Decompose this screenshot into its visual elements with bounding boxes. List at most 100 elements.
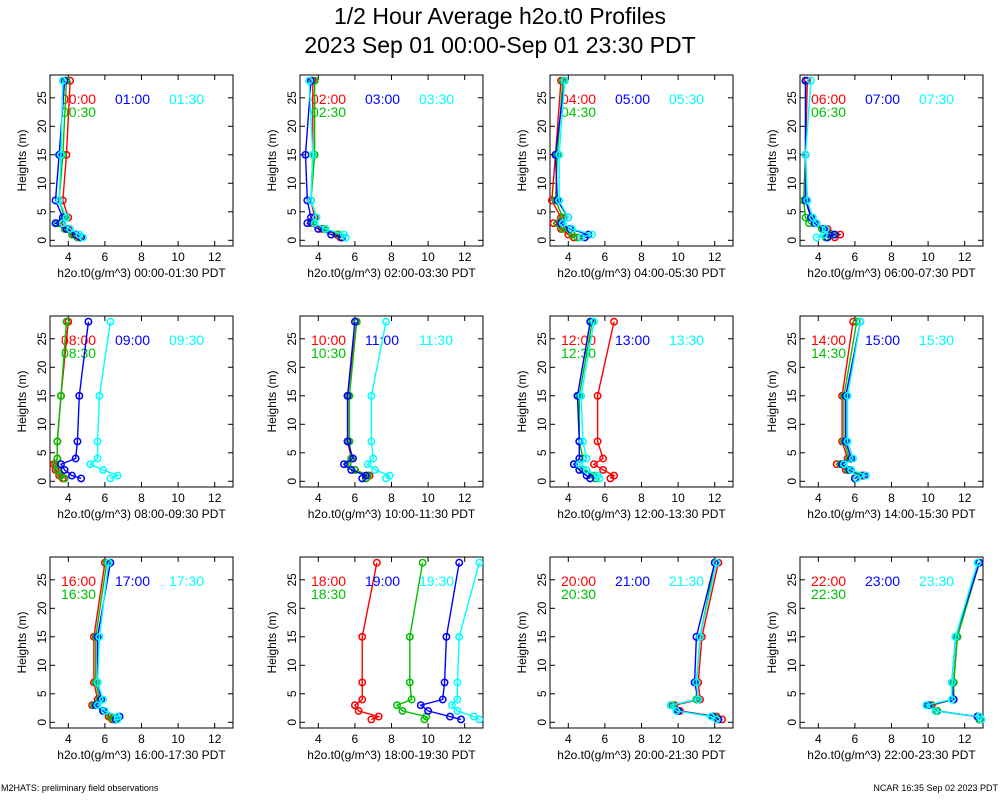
data-point	[801, 150, 810, 159]
x-tick-label: 10	[421, 250, 435, 264]
x-tick-label: 10	[421, 732, 435, 746]
x-tick-label: 12	[208, 250, 222, 264]
data-point	[343, 437, 352, 446]
data-point	[308, 150, 317, 159]
y-tick-label: 10	[535, 176, 549, 190]
y-tick-label: 25	[285, 573, 299, 587]
y-tick-label: 5	[285, 690, 299, 697]
data-point	[106, 474, 115, 483]
data-point	[696, 632, 705, 641]
x-tick-label: 12	[708, 491, 722, 505]
y-tick-label: 5	[785, 690, 799, 697]
x-tick-label: 4	[315, 250, 322, 264]
data-point	[707, 712, 715, 721]
legend-entry: 20:00	[561, 573, 596, 589]
y-tick-label: 10	[535, 658, 549, 672]
x-tick-label: 4	[815, 732, 822, 746]
data-point	[849, 454, 858, 463]
data-point	[303, 219, 312, 228]
data-point	[84, 317, 93, 326]
x-tick-label: 4	[65, 250, 72, 264]
data-point	[53, 437, 62, 446]
x-tick-label: 4	[65, 491, 72, 505]
series-line	[592, 321, 616, 480]
data-point	[555, 196, 564, 205]
legend-entry: 02:00	[311, 91, 346, 107]
x-tick-label: 10	[921, 250, 935, 264]
legend-entry: 09:30	[169, 332, 204, 348]
chart-title: 1/2 Hour Average h2o.t0 Profiles	[333, 3, 666, 29]
x-tick-label: 10	[171, 491, 185, 505]
legend-entry: 05:30	[669, 91, 704, 107]
y-tick-label: 20	[535, 360, 549, 374]
x-tick-label: 10	[671, 491, 685, 505]
x-tick-label: 8	[138, 491, 145, 505]
data-point	[321, 224, 330, 233]
x-tick-label: 6	[352, 491, 359, 505]
x-tick-label: 12	[708, 732, 722, 746]
x-tick-label: 6	[102, 732, 109, 746]
y-tick-label: 15	[785, 148, 799, 162]
y-tick-label: 15	[535, 630, 549, 644]
legend-entry: 12:30	[561, 345, 596, 361]
x-tick-label: 8	[638, 732, 645, 746]
data-point	[593, 391, 602, 400]
data-point	[582, 465, 591, 474]
x-tick-label: 4	[315, 491, 322, 505]
data-point	[93, 701, 102, 710]
data-point	[339, 460, 348, 469]
legend-entry: 09:00	[115, 332, 150, 348]
data-point	[575, 460, 584, 469]
data-point	[424, 706, 433, 715]
data-point	[446, 712, 455, 721]
data-point	[113, 471, 122, 480]
data-point	[358, 632, 367, 641]
legend-entry: 11:30	[419, 332, 453, 348]
data-point	[58, 219, 67, 228]
data-point	[694, 695, 703, 704]
data-point	[95, 632, 104, 641]
profile-panel: 4 6 8 10 12 0 5 10 15 20 25 h2o.t0(g/m^3) 10:00-11:…	[265, 315, 484, 521]
legend-entry: 10:30	[311, 345, 346, 361]
y-tick-label: 15	[535, 389, 549, 403]
x-tick-label: 12	[208, 732, 222, 746]
legend-entry: 07:30	[919, 91, 954, 107]
data-point	[475, 558, 484, 567]
data-point	[405, 678, 414, 687]
x-axis-label: h2o.t0(g/m^3) 06:00-07:30 PDT	[807, 266, 976, 280]
y-tick-label: 25	[535, 332, 549, 346]
y-tick-label: 15	[285, 389, 299, 403]
y-tick-label: 10	[285, 417, 299, 431]
y-tick-label: 5	[535, 208, 549, 215]
x-tick-label: 6	[352, 732, 359, 746]
x-tick-label: 8	[388, 491, 395, 505]
data-point	[577, 233, 586, 242]
x-tick-label: 10	[921, 732, 935, 746]
data-point	[803, 196, 812, 205]
data-point	[58, 76, 67, 85]
profile-panel: 4 6 8 10 12 0 5 10 15 20 25 h2o.t0(g/m^3) 00:00-01:…	[15, 74, 234, 280]
data-point	[843, 437, 852, 446]
data-point	[307, 213, 315, 222]
x-tick-label: 6	[852, 250, 859, 264]
x-tick-label: 4	[565, 250, 572, 264]
data-point	[372, 558, 381, 567]
data-point	[369, 454, 378, 463]
data-point	[343, 391, 352, 400]
data-point	[71, 454, 80, 463]
y-axis-label: Heights (m)	[265, 370, 279, 432]
y-tick-label: 20	[35, 601, 49, 615]
x-axis-label: h2o.t0(g/m^3) 20:00-21:30 PDT	[557, 748, 726, 762]
data-point	[75, 391, 84, 400]
legend-entry: 05:00	[615, 91, 650, 107]
x-tick-label: 10	[671, 250, 685, 264]
profile-panel: 4 6 8 10 12 0 5 10 15 20 25 h2o.t0(g/m^3) 06:00-07:…	[765, 74, 984, 280]
y-tick-label: 0	[785, 719, 799, 726]
data-point	[68, 471, 76, 480]
y-tick-label: 25	[535, 91, 549, 105]
y-tick-label: 15	[35, 630, 49, 644]
legend-entry: 14:30	[811, 345, 846, 361]
data-point	[453, 695, 462, 704]
y-tick-label: 5	[785, 449, 799, 456]
